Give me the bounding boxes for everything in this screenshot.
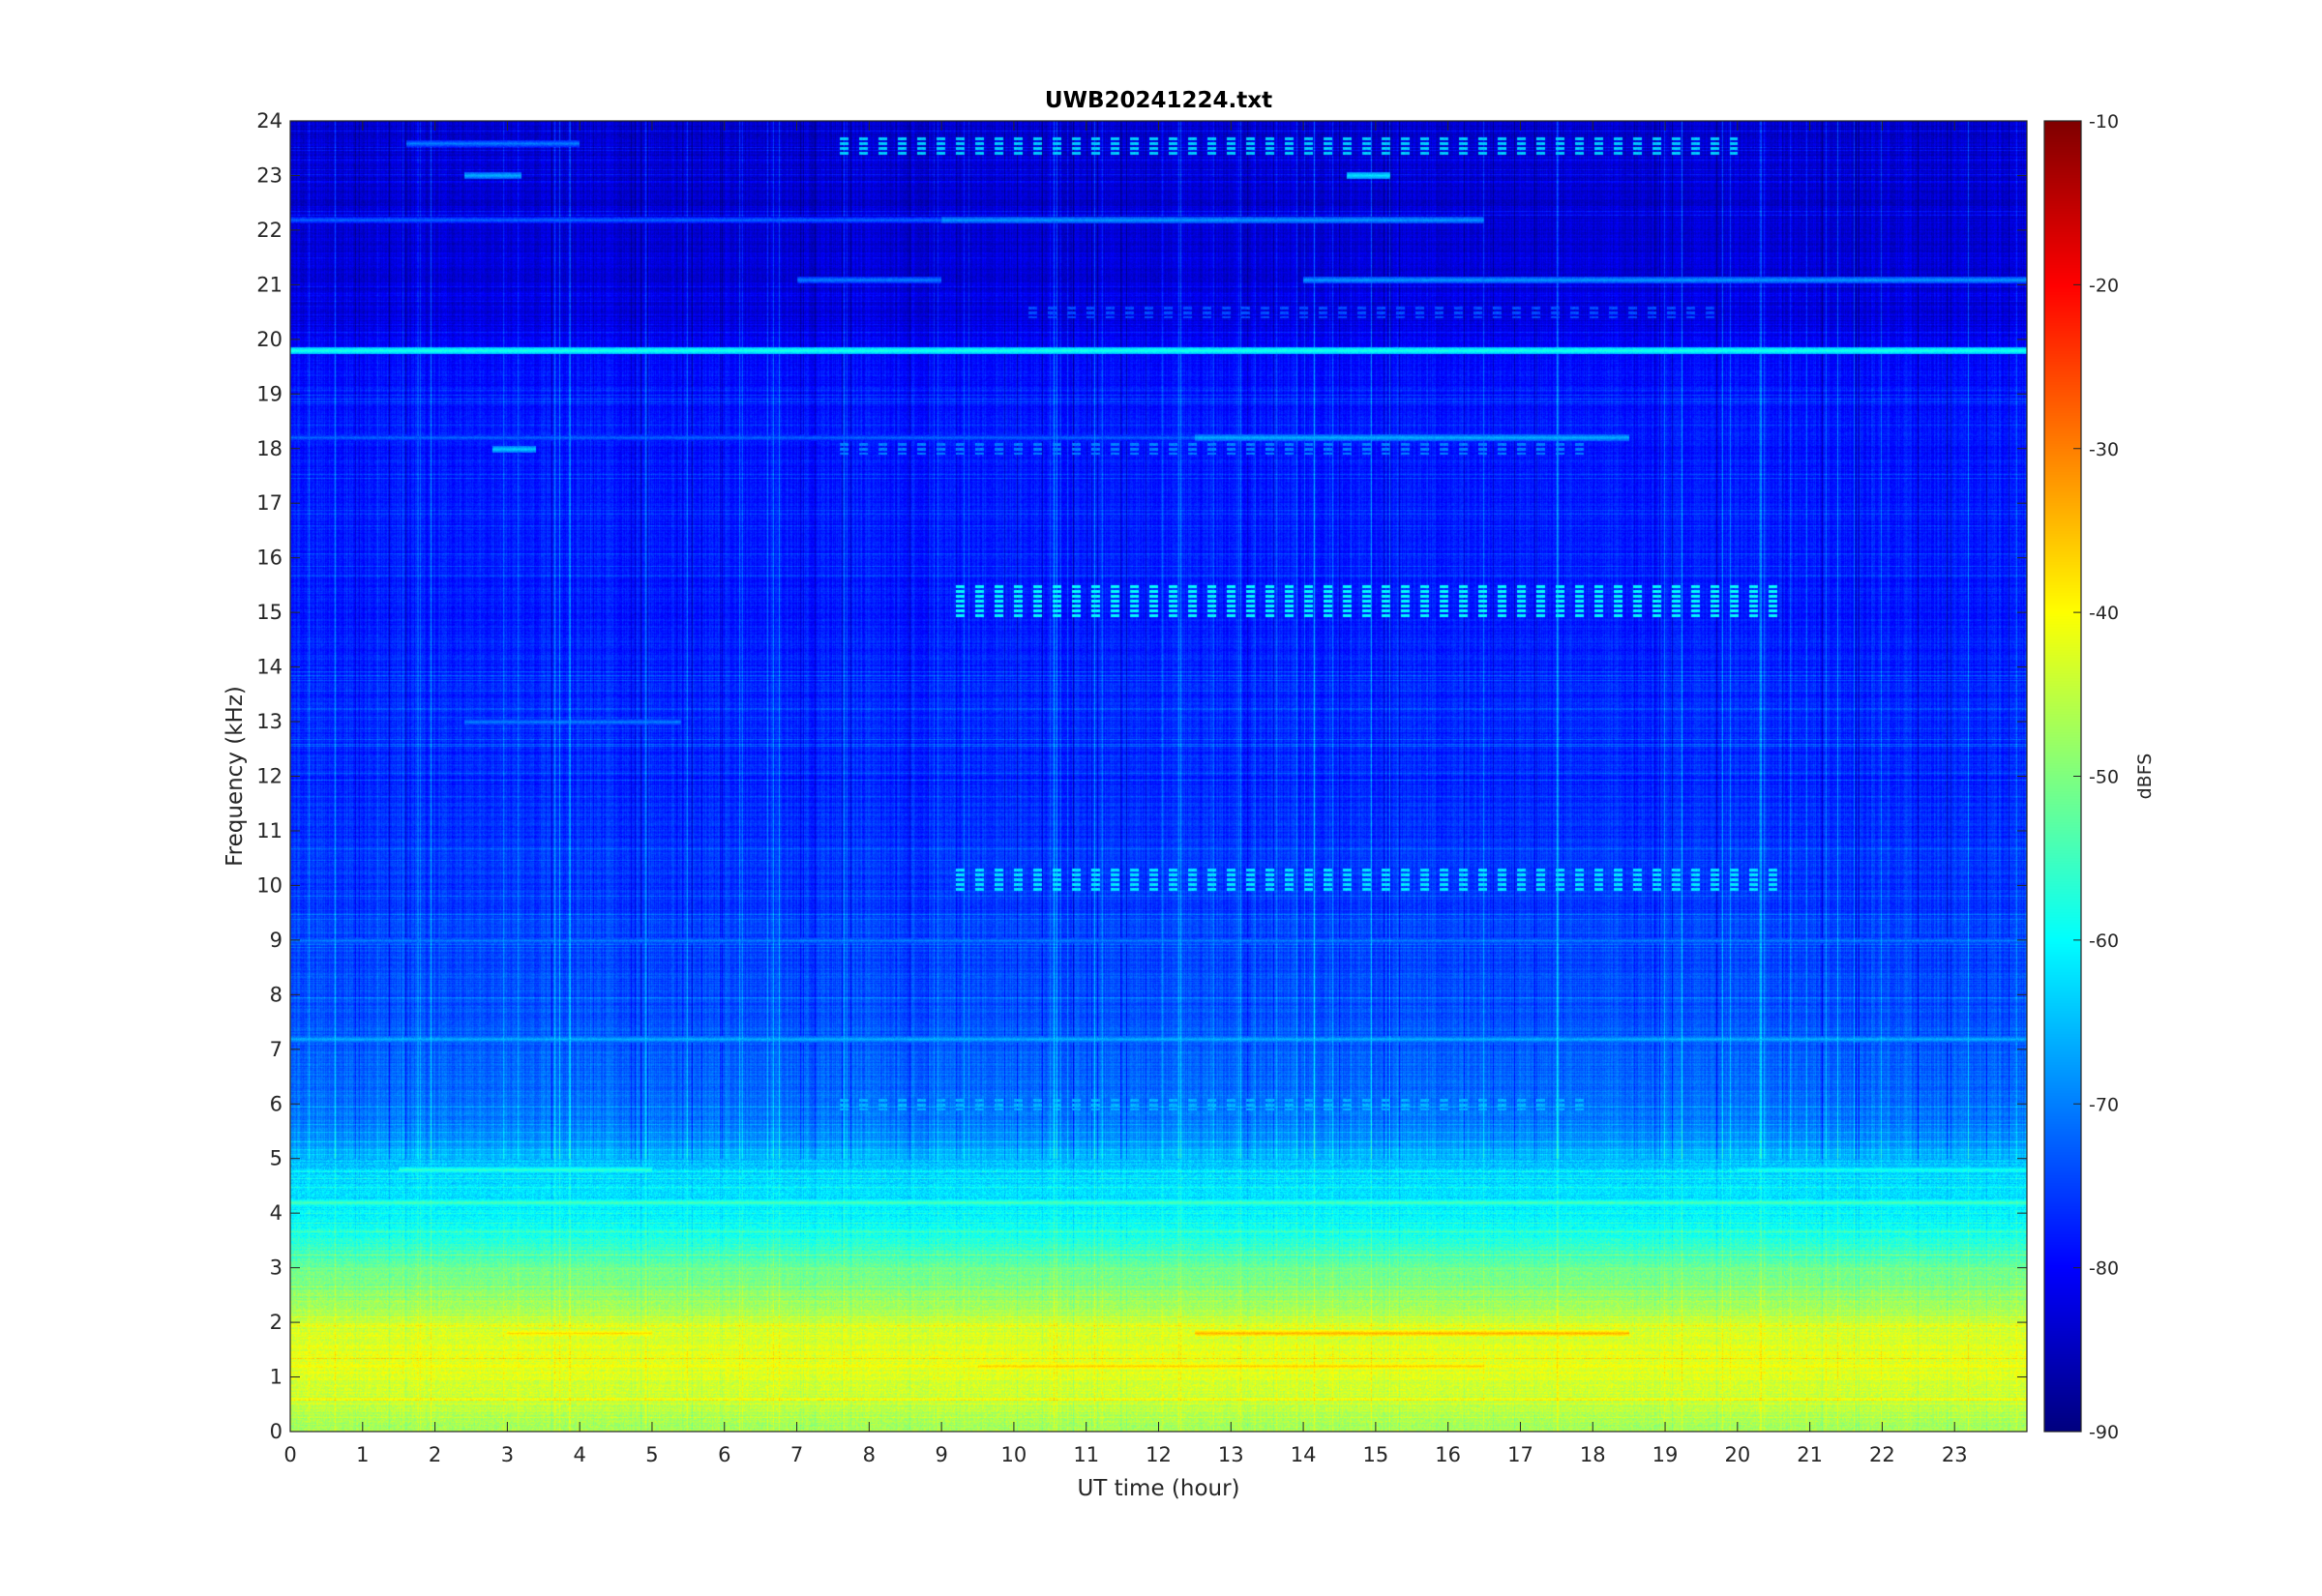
- y-tick-label: 3: [270, 1256, 283, 1280]
- y-tick-label: 13: [256, 710, 283, 733]
- x-tick-label: 16: [1435, 1443, 1461, 1466]
- y-tick-label: 7: [270, 1038, 283, 1061]
- x-tick-label: 2: [429, 1443, 441, 1466]
- x-tick-label: 1: [356, 1443, 369, 1466]
- x-tick-label: 18: [1580, 1443, 1606, 1466]
- y-tick-label: 17: [256, 491, 283, 515]
- x-tick-label: 21: [1797, 1443, 1823, 1466]
- y-tick-label: 0: [270, 1420, 283, 1443]
- y-tick-label: 21: [256, 273, 283, 296]
- y-tick-label: 8: [270, 983, 283, 1006]
- y-axis-label: Frequency (kHz): [223, 686, 248, 867]
- y-tick-label: 14: [256, 656, 283, 679]
- colorbar-tick-label: -20: [2089, 275, 2119, 296]
- y-tick-label: 2: [270, 1311, 283, 1334]
- x-axis: 0 1 2 3 4 5 6 7 8 9 10 11 12 13 14 15 16 17 18 19 20 21 22 23: [283, 121, 1968, 1466]
- y-tick-label: 16: [256, 547, 283, 570]
- y-tick-label: 10: [256, 873, 283, 897]
- spectrogram-heatmap: [290, 121, 2027, 1432]
- x-tick-label: 23: [1942, 1443, 1968, 1466]
- x-tick-label: 0: [283, 1443, 296, 1466]
- y-tick-label: 11: [256, 819, 283, 842]
- x-tick-label: 13: [1218, 1443, 1244, 1466]
- x-tick-label: 14: [1291, 1443, 1317, 1466]
- x-tick-label: 22: [1869, 1443, 1895, 1466]
- x-tick-label: 6: [718, 1443, 730, 1466]
- y-tick-label: 9: [270, 929, 283, 952]
- y-tick-label: 23: [256, 163, 283, 187]
- y-tick-label: 20: [256, 328, 283, 351]
- y-tick-label: 22: [256, 219, 283, 242]
- x-tick-label: 8: [863, 1443, 876, 1466]
- x-tick-label: 3: [501, 1443, 514, 1466]
- spectrogram-plot-area: [290, 121, 2027, 1432]
- x-tick-label: 17: [1507, 1443, 1533, 1466]
- x-axis-label: UT time (hour): [1077, 1476, 1239, 1501]
- x-tick-label: 5: [645, 1443, 658, 1466]
- x-tick-label: 4: [573, 1443, 585, 1466]
- y-tick-label: 4: [270, 1201, 283, 1225]
- y-tick-label: 1: [270, 1366, 283, 1389]
- x-tick-label: 12: [1146, 1443, 1172, 1466]
- x-tick-label: 20: [1724, 1443, 1750, 1466]
- y-tick-label: 15: [256, 601, 283, 624]
- x-tick-label: 10: [1001, 1443, 1027, 1466]
- x-tick-label: 7: [790, 1443, 803, 1466]
- y-tick-label: 5: [270, 1147, 283, 1170]
- colorbar-tick-label: -50: [2089, 767, 2119, 788]
- y-tick-label: 12: [256, 765, 283, 788]
- colorbar-tick-label: -10: [2089, 111, 2119, 133]
- colorbar-ticks: -90 -80 -70 -60 -50 -40 -30 -20 -10: [2073, 111, 2119, 1443]
- colorbar-tick-label: -80: [2089, 1258, 2119, 1280]
- colorbar-tick-label: -60: [2089, 931, 2119, 952]
- x-tick-label: 19: [1652, 1443, 1679, 1466]
- colorbar-label: dBFS: [2134, 754, 2156, 800]
- y-tick-label: 18: [256, 437, 283, 460]
- x-tick-label: 9: [935, 1443, 947, 1466]
- colorbar-tick-label: -70: [2089, 1094, 2119, 1115]
- y-tick-label: 24: [256, 109, 283, 133]
- y-tick-label: 19: [256, 382, 283, 405]
- y-tick-label: 6: [270, 1092, 283, 1115]
- colorbar-tick-label: -40: [2089, 603, 2119, 624]
- x-tick-label: 11: [1073, 1443, 1099, 1466]
- chart-title: UWB20241224.txt: [1045, 88, 1272, 113]
- colorbar-tick-label: -90: [2089, 1422, 2119, 1443]
- x-tick-label: 15: [1363, 1443, 1389, 1466]
- colorbar-tick-label: -30: [2089, 439, 2119, 460]
